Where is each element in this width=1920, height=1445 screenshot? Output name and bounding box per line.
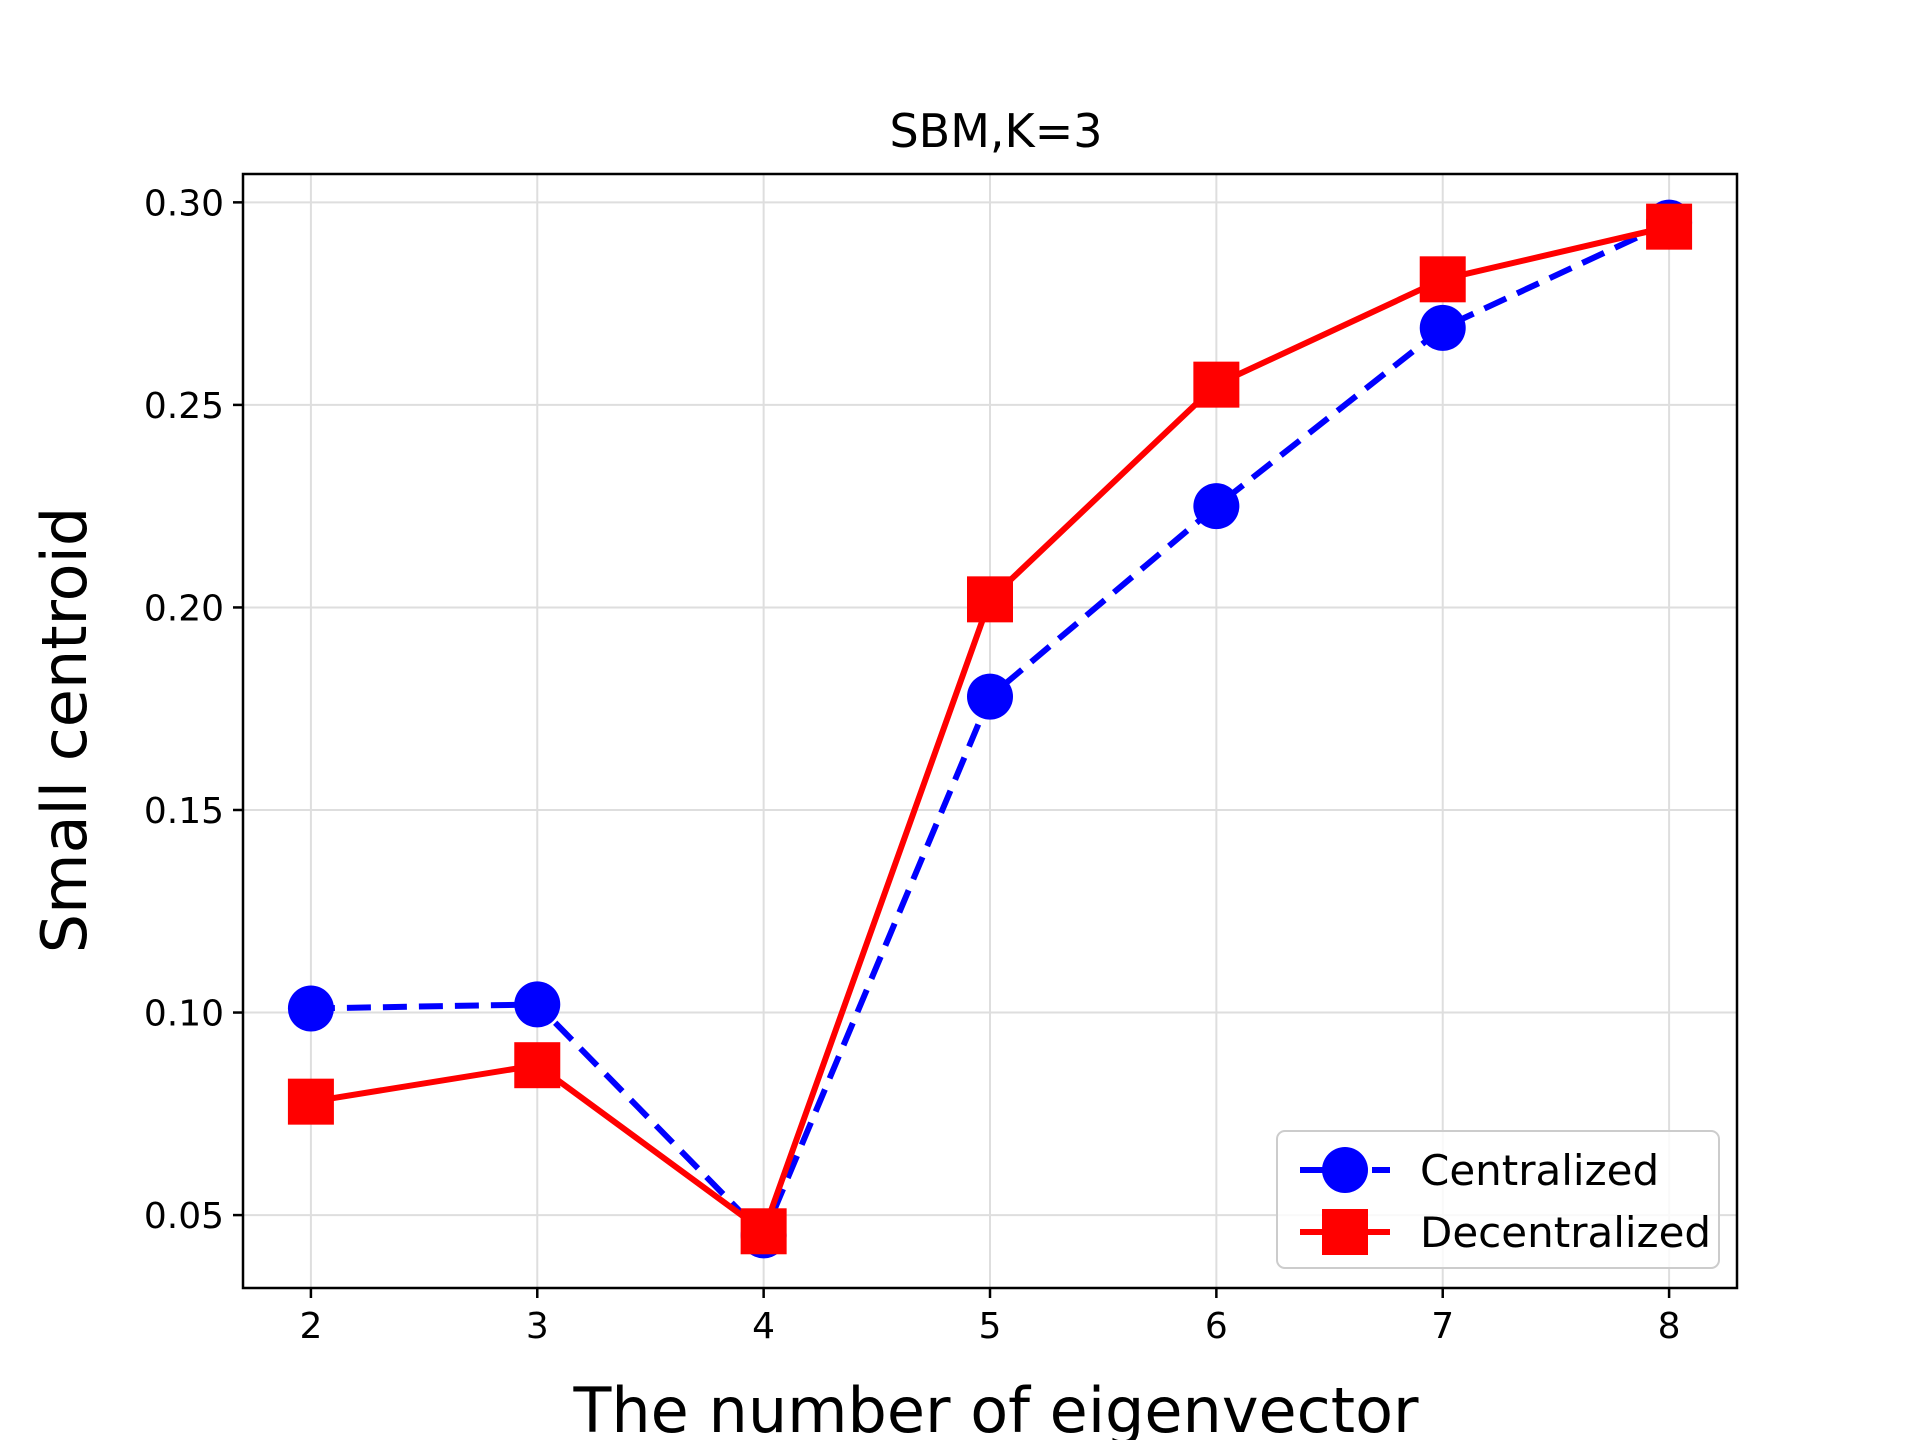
legend-marker xyxy=(1322,1147,1368,1193)
data-point xyxy=(1193,361,1240,408)
x-tick-label: 4 xyxy=(752,1306,775,1347)
data-point xyxy=(287,985,334,1032)
y-tick-label: 0.20 xyxy=(144,588,224,629)
x-tick-label: 6 xyxy=(1205,1306,1228,1347)
data-point xyxy=(967,673,1013,720)
x-tick-label: 2 xyxy=(299,1306,322,1347)
legend-entries: Centralized Decentralized xyxy=(1300,1146,1711,1257)
x-tick-label: 8 xyxy=(1658,1306,1681,1347)
legend-marker xyxy=(1322,1209,1368,1255)
data-point xyxy=(1646,203,1693,250)
legend-label: Centralized xyxy=(1420,1146,1659,1195)
y-tick-label: 0.15 xyxy=(144,791,224,832)
data-point xyxy=(1419,256,1466,303)
data-point xyxy=(514,1042,561,1089)
series-group xyxy=(287,199,1693,1259)
legend: Centralized Decentralized xyxy=(1276,1130,1720,1269)
x-tick-label: 3 xyxy=(526,1306,549,1347)
y-axis-label: Small centroid xyxy=(28,507,101,953)
y-tick-label: 0.30 xyxy=(144,183,224,224)
data-point xyxy=(967,576,1013,623)
series-decentralized xyxy=(287,203,1693,1255)
axis-ticks: 2 3 4 5 6 7 8 0.05 0.10 0.15 0.20 0.25 0.30 xyxy=(144,183,1681,1347)
legend-entry: Decentralized xyxy=(1300,1208,1711,1257)
y-tick-label: 0.25 xyxy=(144,386,224,427)
data-point xyxy=(514,981,561,1028)
x-axis-label: The number of eigenvector xyxy=(573,1374,1420,1440)
y-tick-label: 0.05 xyxy=(144,1196,224,1237)
x-tick-label: 7 xyxy=(1431,1306,1454,1347)
data-point xyxy=(740,1208,787,1255)
legend-label: Decentralized xyxy=(1420,1208,1711,1257)
x-tick-label: 5 xyxy=(979,1306,1002,1347)
chart-title: SBM,K=3 xyxy=(889,104,1102,158)
data-point xyxy=(287,1078,334,1125)
y-tick-label: 0.10 xyxy=(144,994,224,1035)
data-point xyxy=(1419,304,1466,351)
data-point xyxy=(1193,483,1240,530)
legend-entry: Centralized xyxy=(1300,1146,1659,1195)
